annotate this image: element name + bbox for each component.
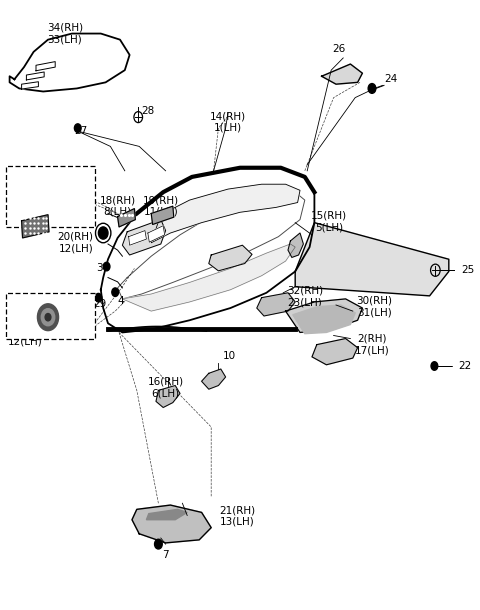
Polygon shape [132, 505, 211, 543]
Text: 15(RH)
5(LH): 15(RH) 5(LH) [311, 210, 348, 232]
Text: (W/MEMORY
SEAT>LH): (W/MEMORY SEAT>LH) [18, 183, 73, 203]
Polygon shape [36, 62, 55, 71]
Text: 29: 29 [94, 299, 107, 309]
Circle shape [74, 124, 81, 132]
Polygon shape [148, 226, 165, 242]
Circle shape [45, 314, 51, 321]
Text: 4: 4 [118, 296, 124, 306]
Text: 25: 25 [461, 265, 474, 274]
Polygon shape [286, 299, 362, 332]
Circle shape [431, 362, 438, 370]
Text: 32(RH)
23(LH): 32(RH) 23(LH) [287, 285, 323, 307]
Bar [6, 293, 95, 339]
Text: (W/JBL SPEAKER): (W/JBL SPEAKER) [8, 312, 84, 321]
Text: 3: 3 [96, 264, 103, 273]
Text: 30(RH)
31(LH): 30(RH) 31(LH) [356, 296, 393, 317]
Bar [6, 166, 95, 227]
Circle shape [98, 227, 108, 239]
Polygon shape [22, 82, 38, 89]
Polygon shape [22, 215, 49, 238]
Polygon shape [257, 293, 295, 316]
Text: 16(RH)
6(LH): 16(RH) 6(LH) [147, 377, 184, 398]
Polygon shape [293, 305, 355, 334]
Polygon shape [151, 184, 300, 243]
Circle shape [103, 262, 110, 271]
Text: 24: 24 [384, 74, 397, 84]
Text: 20(RH)
12(LH): 20(RH) 12(LH) [58, 232, 94, 253]
Polygon shape [146, 509, 187, 520]
Polygon shape [26, 72, 44, 80]
Text: 10: 10 [223, 351, 236, 361]
Circle shape [112, 288, 119, 296]
Text: 27: 27 [74, 126, 88, 136]
Polygon shape [10, 34, 130, 92]
Polygon shape [129, 231, 146, 245]
Circle shape [41, 309, 55, 326]
Polygon shape [322, 64, 362, 84]
Circle shape [155, 539, 162, 549]
Text: 9: 9 [42, 196, 49, 206]
Text: 2(RH)
17(LH): 2(RH) 17(LH) [355, 334, 389, 355]
Polygon shape [295, 223, 449, 296]
Circle shape [95, 293, 102, 302]
Text: 21(RH)
13(LH): 21(RH) 13(LH) [219, 505, 256, 526]
Text: 18(RH)
8(LH): 18(RH) 8(LH) [99, 195, 136, 217]
Polygon shape [202, 369, 226, 389]
Text: 14(RH)
1(LH): 14(RH) 1(LH) [210, 111, 246, 132]
Polygon shape [122, 220, 166, 255]
Polygon shape [101, 168, 314, 332]
Text: 26: 26 [332, 44, 345, 54]
Text: 19(RH)
11(LH): 19(RH) 11(LH) [143, 195, 179, 217]
Polygon shape [122, 244, 295, 311]
Text: 7: 7 [162, 550, 169, 560]
Polygon shape [151, 206, 174, 224]
Circle shape [37, 304, 59, 331]
Polygon shape [118, 209, 135, 227]
Text: 28: 28 [142, 106, 155, 116]
Polygon shape [209, 245, 252, 271]
Text: 20(RH)
12(LH): 20(RH) 12(LH) [7, 325, 43, 346]
Text: 34(RH)
33(LH): 34(RH) 33(LH) [47, 23, 83, 44]
Text: 22: 22 [458, 361, 472, 371]
Polygon shape [312, 339, 358, 365]
Circle shape [368, 84, 376, 93]
Polygon shape [288, 233, 303, 257]
Polygon shape [156, 386, 180, 407]
